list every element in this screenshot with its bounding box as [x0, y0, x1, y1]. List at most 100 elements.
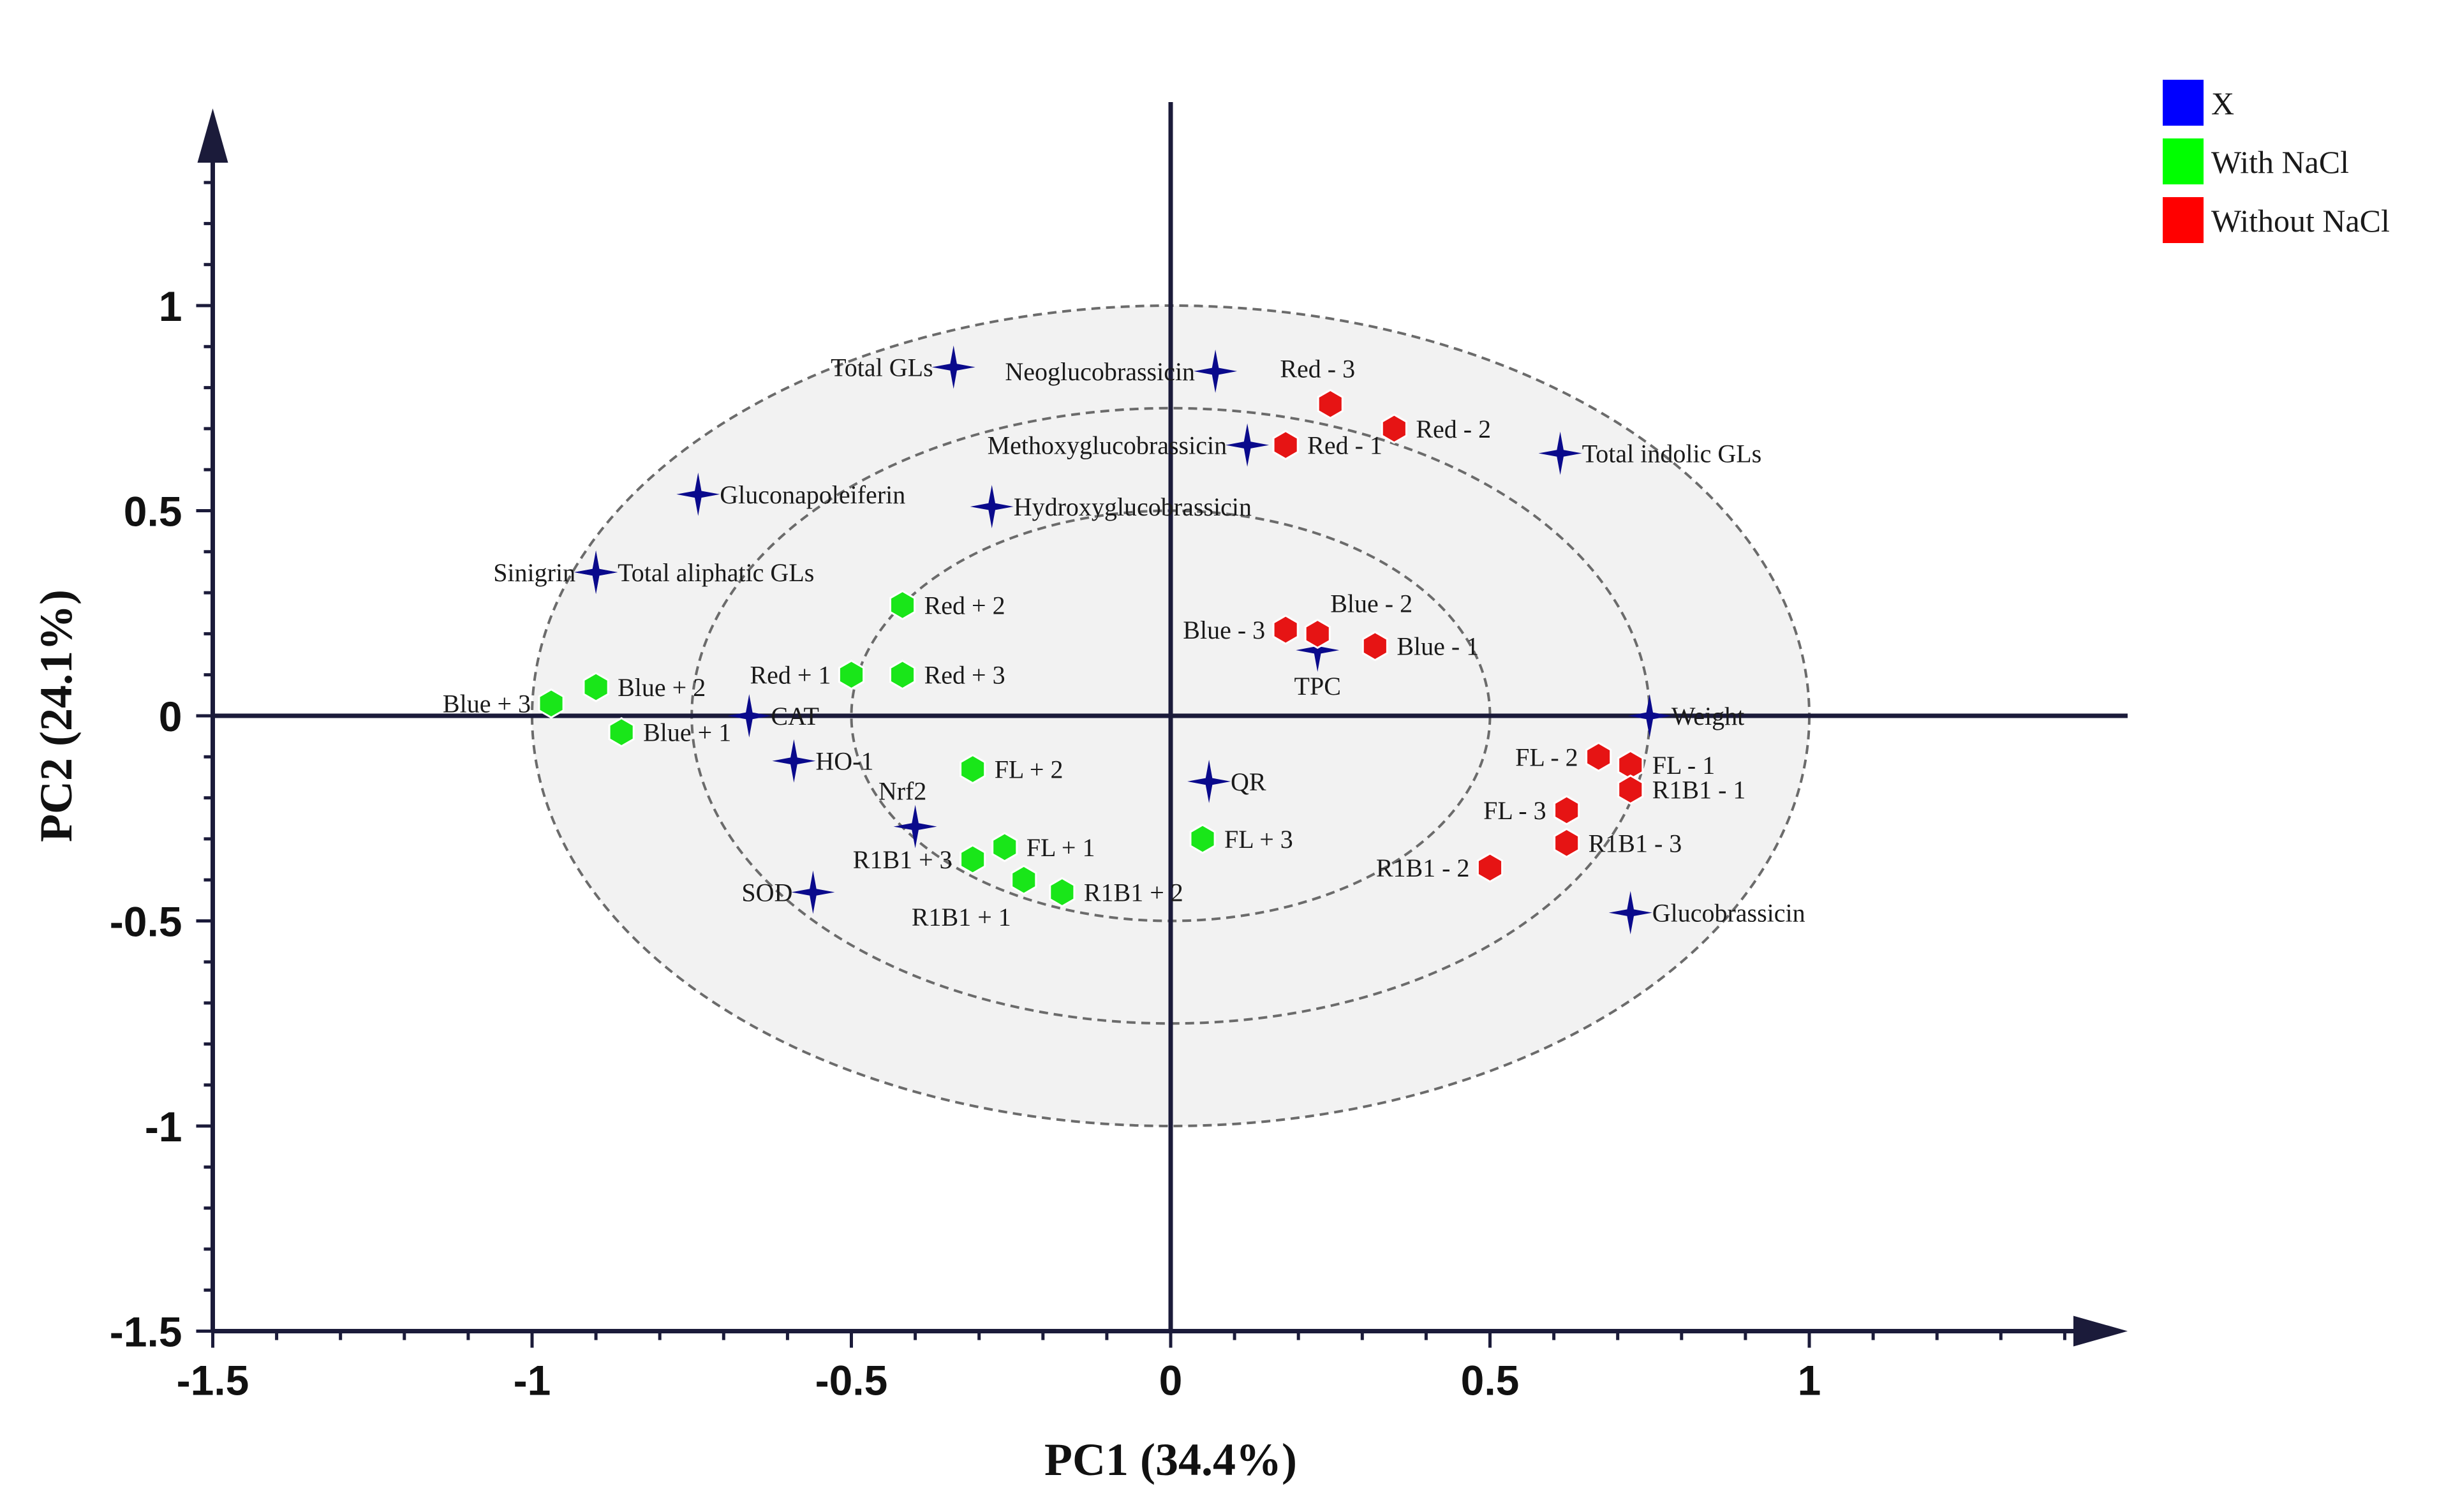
point-fl-plus-1 [991, 832, 1018, 863]
point-label: Blue - 2 [1330, 589, 1412, 618]
legend: X With NaCl Without NaCl [2163, 80, 2390, 243]
point-r1b1-minus-2 [1476, 852, 1504, 883]
x-tick-label: -0.5 [815, 1357, 888, 1404]
point-total-indolic-gls [1538, 431, 1582, 475]
point-label: Blue - 1 [1397, 632, 1479, 661]
point-cat [727, 694, 771, 737]
point-red-minus-1 [1272, 429, 1299, 461]
point-red-minus-2 [1381, 413, 1407, 444]
point-red-minus-3 [1317, 389, 1344, 420]
point-label: Sinigrin [493, 558, 575, 587]
point-label: Blue + 1 [643, 718, 731, 747]
point-label: FL - 2 [1515, 743, 1578, 771]
x-tick-label: 0.5 [1461, 1357, 1520, 1404]
point-sod [791, 870, 835, 914]
point-fl-plus-3 [1189, 824, 1216, 854]
y-tick-label: -0.5 [110, 898, 182, 945]
point-label: Red + 1 [750, 661, 831, 690]
point-neoglucobrassicin [1194, 349, 1238, 393]
point-gluconapoleiferin [676, 472, 720, 516]
point-label: Blue - 3 [1183, 616, 1265, 644]
legend-label: X [2211, 85, 2234, 121]
point-label: QR [1231, 767, 1266, 796]
point-label: Methoxyglucobrassicin [988, 431, 1227, 460]
point-label: Red - 3 [1280, 354, 1355, 383]
point-label: Total aliphatic GLs [618, 558, 814, 587]
point-label: Glucobrassicin [1652, 899, 1805, 928]
point-blue-minus-2 [1304, 618, 1331, 649]
point-nrf2 [893, 804, 937, 849]
y-tick-label: 1 [159, 283, 182, 330]
point-label: Blue + 3 [443, 690, 531, 718]
point-hominus1 [772, 739, 816, 783]
x-axis-title: PC1 (34.4%) [1044, 1434, 1297, 1485]
point-fl-minus-2 [1585, 741, 1612, 773]
point-weight [1627, 694, 1671, 737]
point-methoxyglucobrassicin [1226, 423, 1270, 467]
point-label: Total indolic GLs [1582, 439, 1762, 468]
point-r1b1-plus-2 [1049, 877, 1076, 908]
point-label: R1B1 - 3 [1589, 829, 1682, 857]
point-total-gls [931, 345, 975, 389]
x-tick-label: 0 [1159, 1357, 1183, 1404]
y-axis-arrow [197, 108, 228, 163]
point-blue-plus-3 [538, 688, 565, 719]
point-label: R1B1 + 1 [912, 903, 1011, 931]
legend-swatch [2163, 80, 2204, 126]
point-total-aliphatic-gls [574, 551, 618, 594]
point-red-plus-3 [889, 659, 916, 690]
point-label: Red + 2 [924, 591, 1005, 619]
point-label: FL + 3 [1224, 825, 1293, 854]
point-r1b1-minus-3 [1553, 827, 1580, 859]
point-label: HO-1 [815, 747, 873, 776]
x-tick-label: 1 [1798, 1357, 1821, 1404]
point-fl-minus-3 [1553, 795, 1580, 826]
point-label: FL - 1 [1652, 751, 1716, 780]
y-tick-label: 0 [159, 693, 182, 740]
point-hydroxyglucobrassicin [970, 485, 1014, 529]
point-label: R1B1 + 2 [1084, 878, 1183, 907]
point-label: FL + 2 [995, 755, 1063, 784]
legend-swatch [2163, 138, 2204, 184]
axes [197, 102, 2128, 1347]
point-label: TPC [1294, 672, 1341, 700]
y-tick-label: -1 [145, 1103, 182, 1150]
point-tpc [1296, 628, 1340, 672]
ticks: -1.5 -1 -0.5 0 0.5 1 -1.5 -1 -0.5 0 0.5 1 [110, 181, 2066, 1404]
x-tick-label: -1.5 [177, 1357, 249, 1404]
legend-label: With NaCl [2211, 144, 2349, 180]
point-fl-plus-2 [960, 753, 986, 785]
legend-swatch [2163, 197, 2204, 243]
point-label: Red - 1 [1307, 431, 1382, 460]
y-tick-label: 0.5 [124, 488, 182, 535]
point-label: Weight [1671, 702, 1745, 730]
point-label: Hydroxyglucobrassicin [1014, 493, 1252, 521]
point-r1b1-plus-1 [1011, 864, 1037, 895]
point-label: R1B1 + 3 [853, 845, 952, 874]
point-blue-plus-2 [582, 672, 609, 702]
y-axis-title: PC2 (24.1%) [31, 589, 82, 842]
point-label: SOD [741, 878, 792, 907]
x-tick-label: -1 [514, 1357, 551, 1404]
point-label: Gluconapoleiferin [720, 480, 905, 509]
point-label: Nrf2 [878, 777, 927, 806]
point-glucobrassicin [1608, 891, 1652, 935]
point-red-plus-2 [889, 589, 916, 621]
point-label: Total GLs [831, 353, 933, 382]
point-label: Red + 3 [924, 661, 1005, 690]
y-tick-label: -1.5 [110, 1308, 182, 1356]
point-blue-minus-3 [1272, 614, 1299, 645]
point-blue-plus-1 [608, 716, 635, 748]
data-points: Total GLs Neoglucobrassicin Methoxyglucobr… [443, 345, 1805, 935]
point-r1b1-plus-3 [960, 844, 986, 875]
point-label: FL + 1 [1026, 833, 1095, 862]
point-label: Blue + 2 [618, 673, 706, 702]
point-label: CAT [771, 702, 819, 730]
point-qr [1187, 759, 1231, 803]
point-label: Red - 2 [1416, 415, 1491, 443]
point-r1b1-minus-1 [1617, 774, 1644, 805]
point-label: R1B1 - 2 [1376, 854, 1470, 882]
point-blue-minus-1 [1361, 630, 1388, 662]
point-red-plus-1 [838, 659, 865, 690]
